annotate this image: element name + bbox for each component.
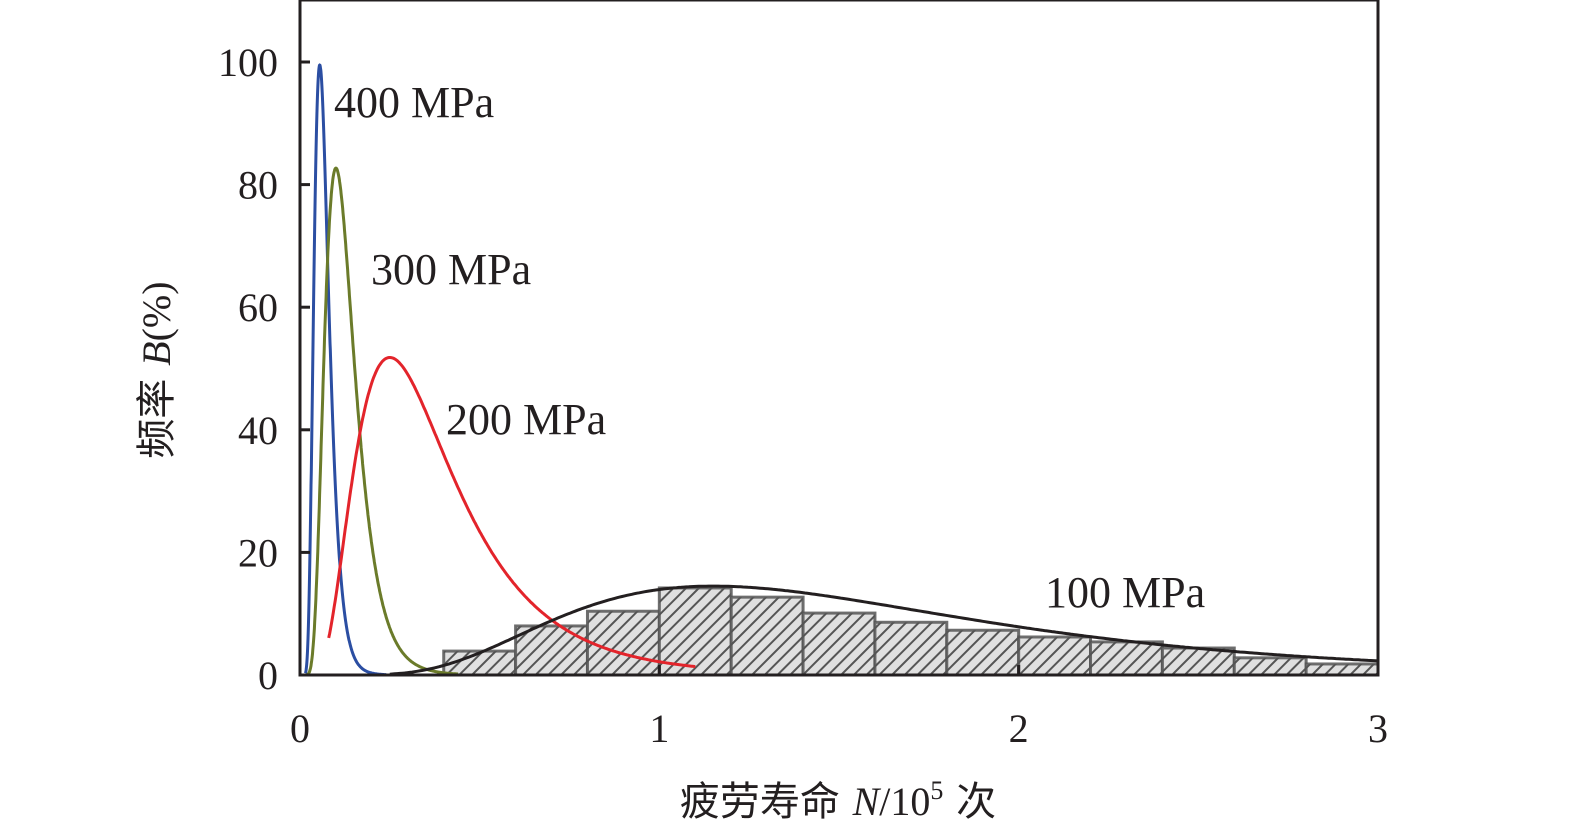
histogram-bar [657,586,733,677]
distribution-curves [303,63,1378,676]
y-axis-title-cn: 频率 [134,366,180,459]
curve-100-mpa [389,584,1378,676]
y-axis-title-var: B [134,341,179,365]
annotation-400mpa: 400 MPa [334,78,494,127]
x-axis-title-suffix: 次 [943,779,996,825]
y-tick-label: 20 [238,530,278,575]
annotation-300mpa: 300 MPa [371,245,531,294]
x-axis-title-exp: 5 [930,776,943,805]
y-tick-label: 0 [258,653,278,698]
histogram-bar [873,620,949,677]
curve-200-mpa [327,356,696,669]
y-axis-title: 频率 B(%) [134,281,180,458]
histogram-bar [801,611,877,677]
y-axis-title-unit: (%) [134,281,179,341]
histogram-bar [585,609,661,677]
x-tick-label: 0 [290,706,310,751]
curve-400-mpa [303,63,387,676]
x-axis-ticks: 0 1 2 3 [290,665,1388,751]
curve-300-mpa [306,166,459,676]
histogram-bars [442,586,1380,677]
x-axis-title-cn: 疲劳寿命 [680,779,853,825]
x-tick-label: 2 [1009,706,1029,751]
x-tick-label: 3 [1368,706,1388,751]
x-tick-label: 1 [649,706,669,751]
y-tick-label: 80 [238,163,278,208]
histogram-bar [1232,656,1308,677]
y-tick-label: 40 [238,408,278,453]
histogram-bar [1089,640,1164,677]
x-axis-title-var: N [852,779,882,824]
annotation-100mpa: 100 MPa [1045,568,1205,617]
x-axis-title-unit: /10 [879,779,930,824]
y-tick-label: 100 [218,40,278,85]
plot-frame [298,0,1380,677]
y-tick-label: 60 [238,285,278,330]
histogram-bar [729,595,805,677]
y-axis-ticks: 0 20 40 60 80 100 [218,40,310,698]
x-axis-title: 疲劳寿命 N/105 次 [680,776,996,825]
histogram-bar [1304,662,1380,677]
histogram-bar [1017,635,1093,677]
annotation-200mpa: 200 MPa [446,395,606,444]
histogram-bar [945,628,1021,677]
